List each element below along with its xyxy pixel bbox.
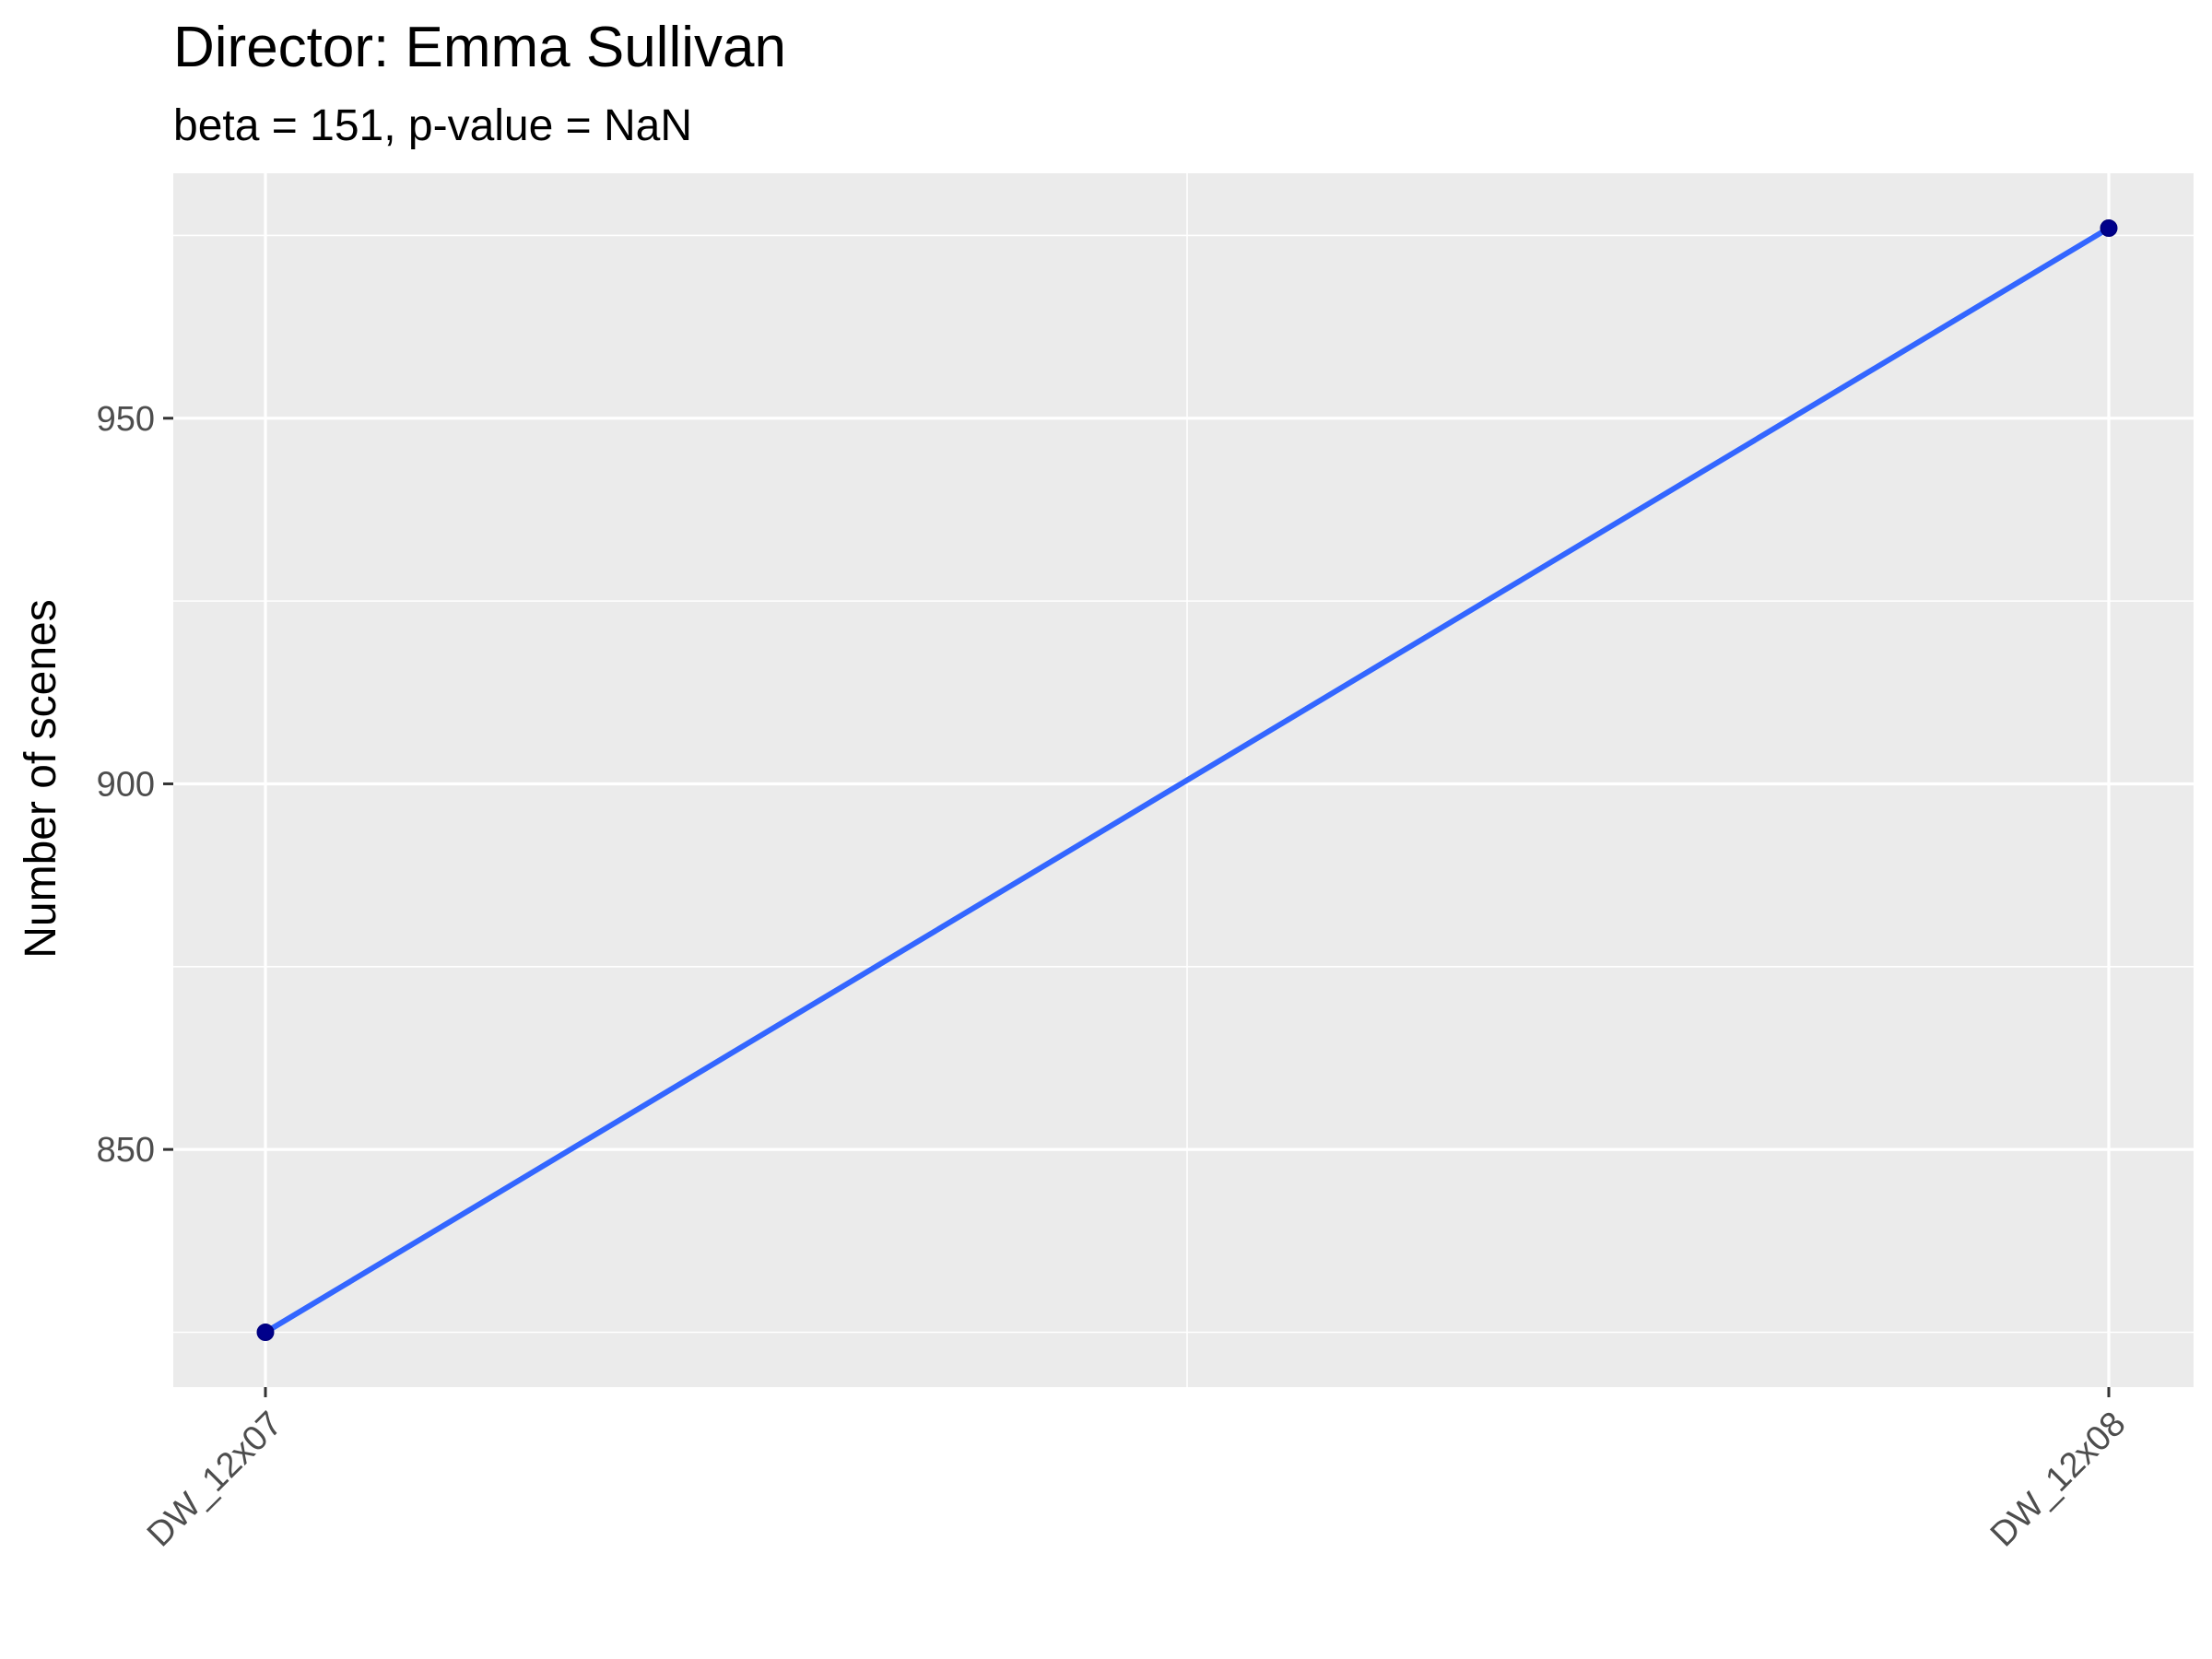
data-point (256, 1323, 275, 1341)
y-tick-label: 850 (97, 1131, 155, 1170)
axis-ticks (163, 417, 2111, 1397)
y-axis-label: Number of scenes (17, 599, 65, 959)
chart-subtitle: beta = 151, p-value = NaN (173, 101, 692, 150)
grid-minor (173, 173, 2194, 1387)
x-tick-label: DW_12x08 (1983, 1405, 2134, 1555)
series-layer (256, 219, 2118, 1341)
grid-major (173, 173, 2194, 1387)
chart-title: Director: Emma Sullivan (173, 16, 786, 79)
data-point (2100, 219, 2118, 238)
y-tick-label: 900 (97, 765, 155, 804)
series-line (264, 225, 2111, 1335)
x-tick-label: DW_12x07 (140, 1405, 290, 1555)
y-tick-label: 950 (97, 400, 155, 439)
